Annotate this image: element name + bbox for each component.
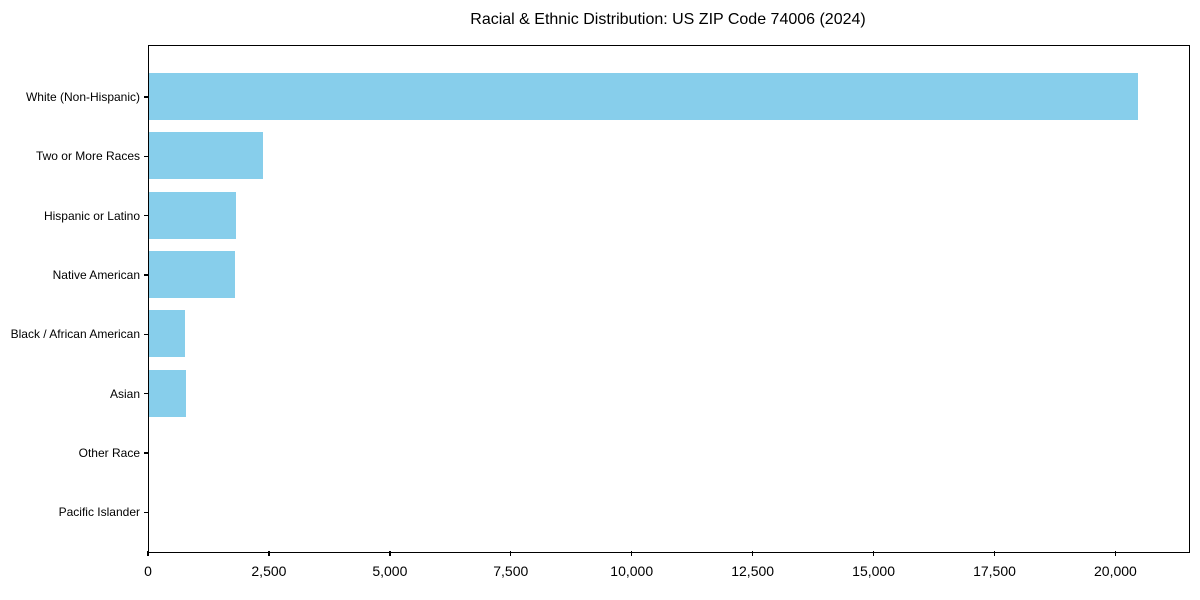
x-tick-mark <box>389 551 391 556</box>
y-tick-label-two-or-more-races: Two or More Races <box>35 149 140 164</box>
chart-title: Racial & Ethnic Distribution: US ZIP Cod… <box>470 11 866 28</box>
x-tick-mark <box>147 551 149 556</box>
y-tick-label-asian: Asian <box>109 386 140 401</box>
x-tick-label: 0 <box>144 563 152 579</box>
bar-hispanic-or-latino <box>149 191 237 239</box>
y-tick-mark <box>143 333 148 336</box>
x-tick-mark <box>510 551 512 556</box>
y-tick-mark <box>143 96 148 98</box>
x-tick-mark <box>751 551 754 556</box>
bar-black-african-american <box>149 310 186 358</box>
x-tick-label: 17,500 <box>973 563 1016 579</box>
x-tick-label: 20,000 <box>1094 563 1137 579</box>
x-tick-label: 5,000 <box>372 563 408 579</box>
y-tick-mark <box>143 215 148 217</box>
y-tick-label-native-american: Native American <box>52 268 140 283</box>
y-tick-mark <box>143 155 148 158</box>
x-tick-mark <box>993 551 996 556</box>
bar-white-non-hispanic <box>149 73 1138 120</box>
y-tick-mark <box>143 274 148 276</box>
x-tick-mark <box>631 551 633 556</box>
y-tick-mark <box>143 452 148 454</box>
x-tick-label: 7,500 <box>493 563 529 579</box>
y-tick-label-pacific-islander: Pacific Islander <box>58 505 140 520</box>
y-tick-mark <box>143 393 148 395</box>
x-tick-label: 12,500 <box>731 563 775 579</box>
plot-area <box>148 45 1190 553</box>
x-tick-mark <box>1114 551 1117 556</box>
x-tick-mark <box>872 551 875 556</box>
y-tick-mark <box>143 511 148 514</box>
y-tick-label-black-african-american: Black / African American <box>10 327 140 342</box>
y-tick-label-hispanic-or-latino: Hispanic or Latino <box>43 208 140 223</box>
y-tick-label-other-race: Other Race <box>78 446 140 461</box>
bar-native-american <box>149 251 235 299</box>
y-tick-label-white-non-hispanic: White (Non-Hispanic) <box>25 90 140 104</box>
bar-asian <box>149 369 187 417</box>
x-tick-label: 15,000 <box>852 563 895 579</box>
x-tick-label: 2,500 <box>251 563 287 579</box>
bar-two-or-more-races <box>149 132 263 180</box>
x-tick-mark <box>268 551 270 556</box>
x-tick-label: 10,000 <box>610 563 654 579</box>
